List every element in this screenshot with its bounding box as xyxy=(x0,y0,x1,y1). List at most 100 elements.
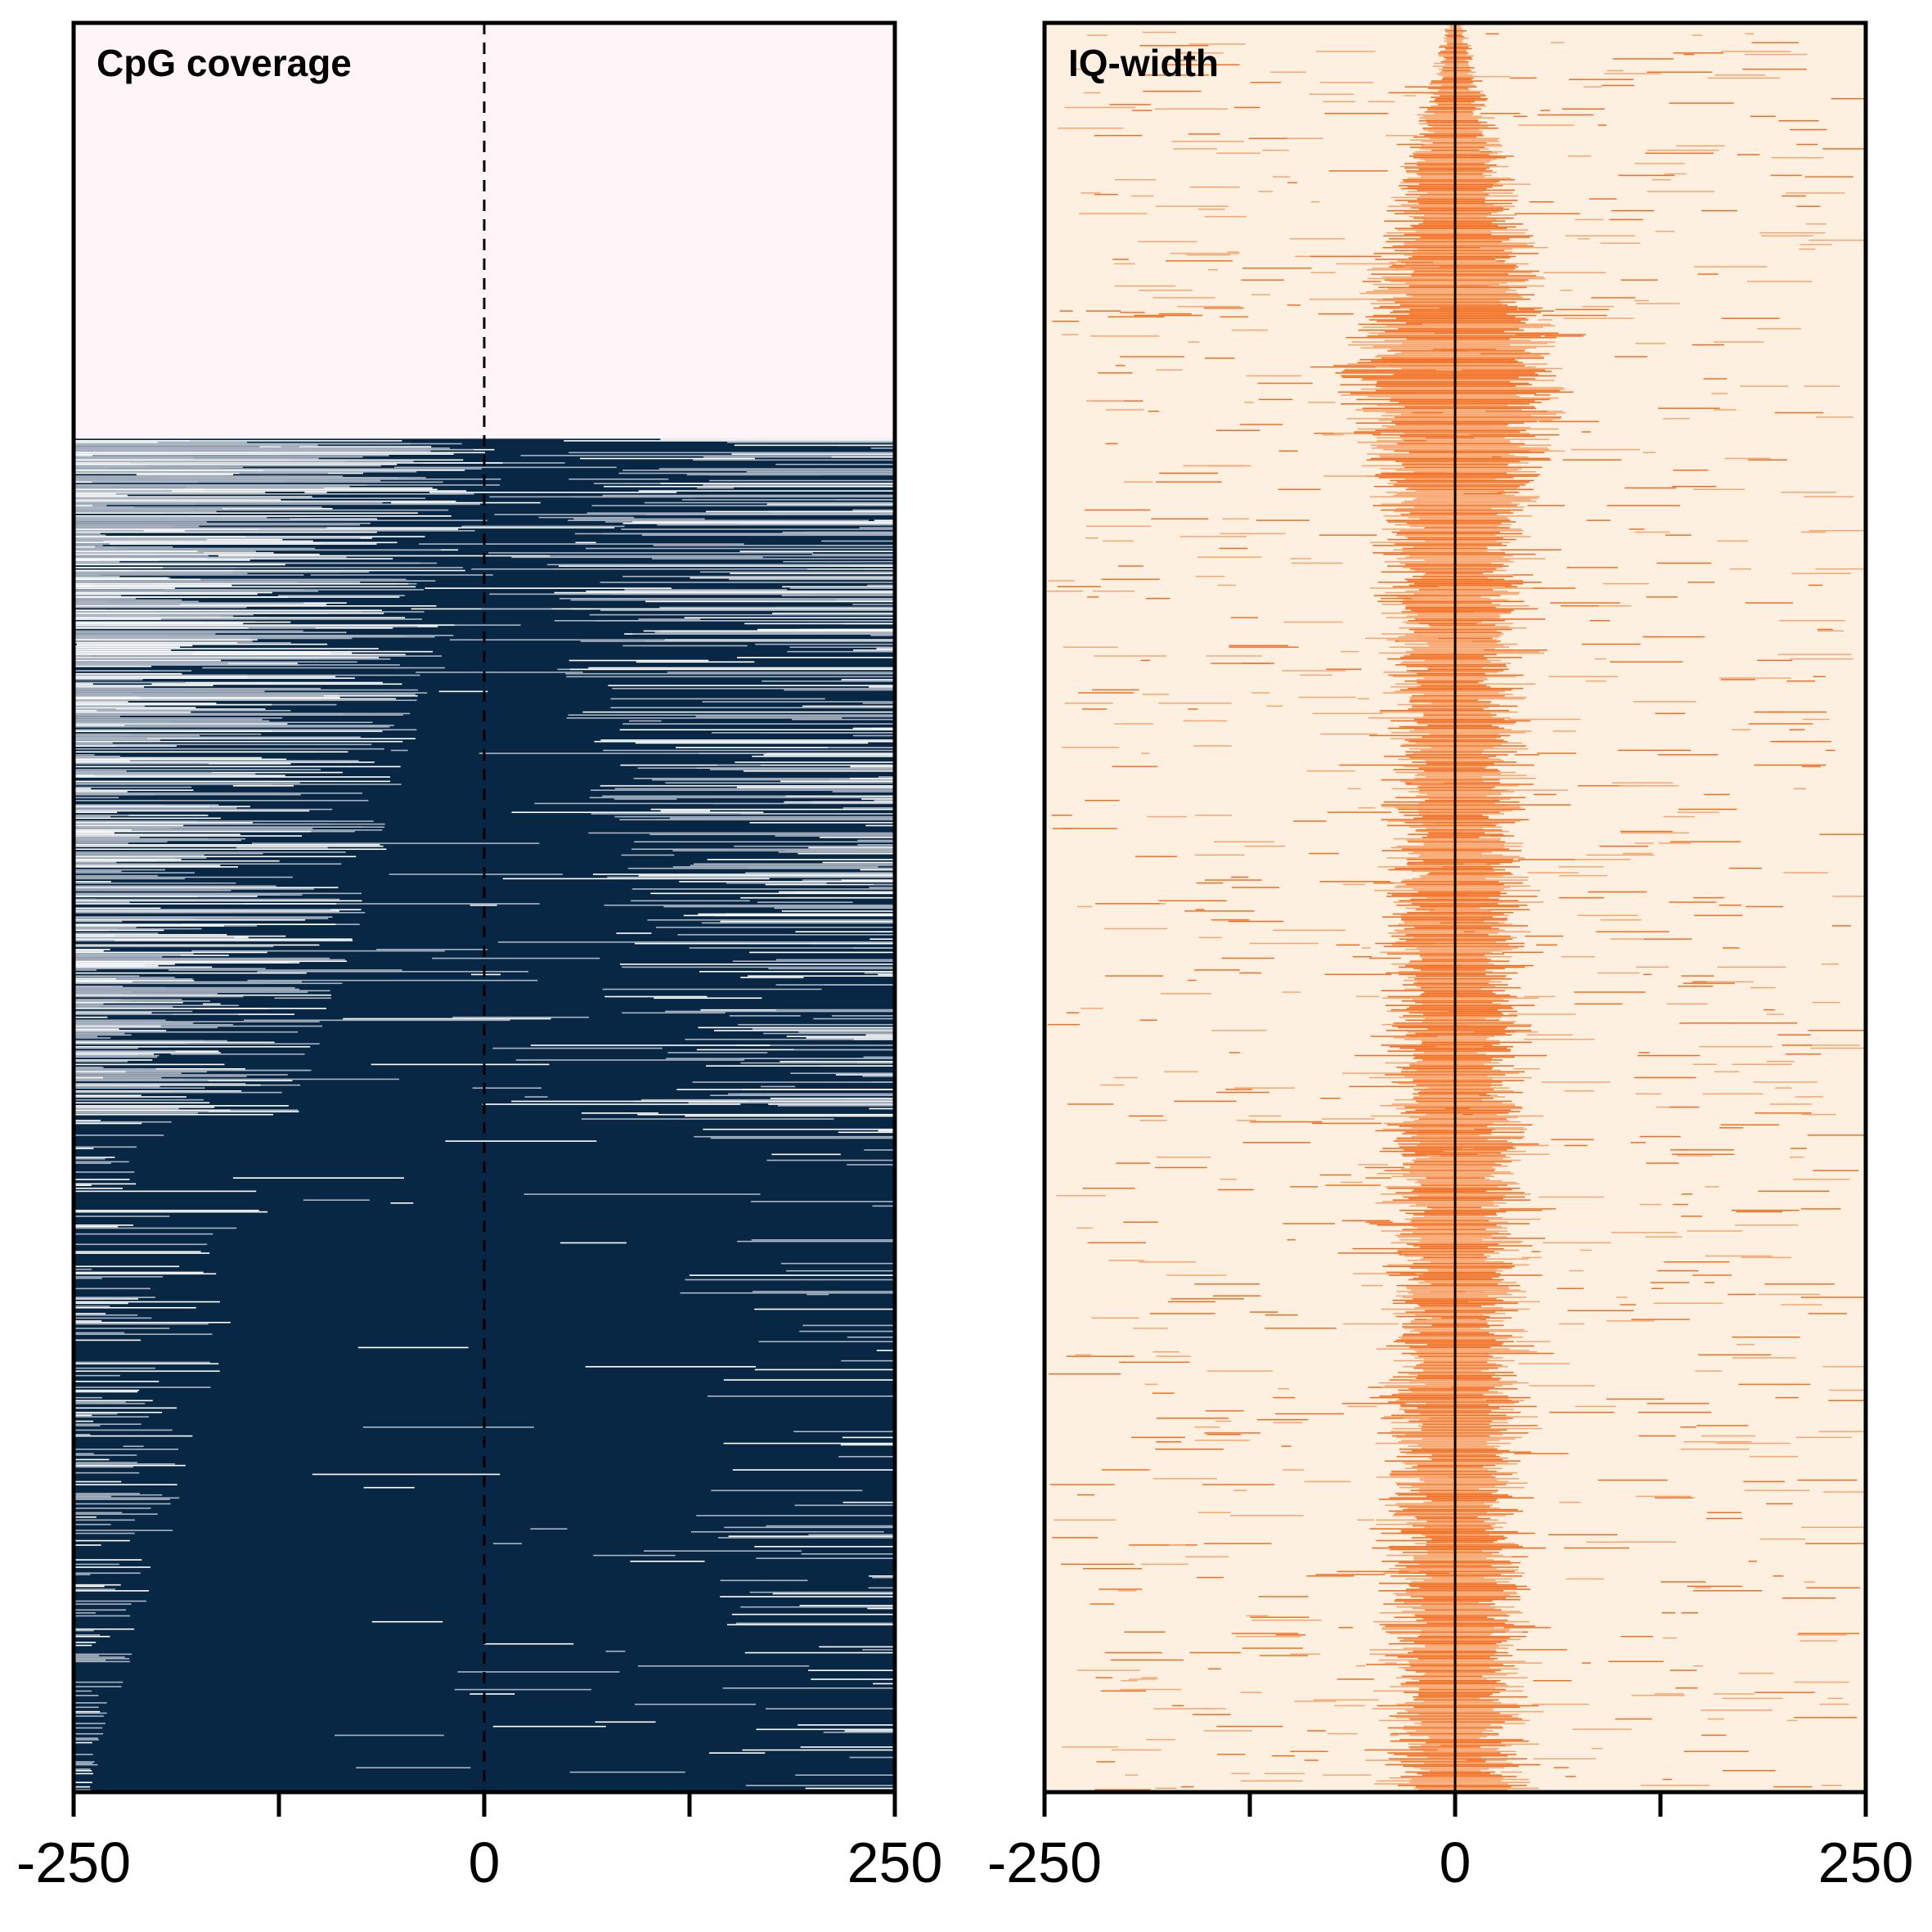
cpg-gap-segment xyxy=(74,962,300,964)
iq-center-segment xyxy=(1370,444,1552,447)
iq-title: IQ-width xyxy=(1068,42,1219,84)
cpg-gap-segment xyxy=(74,776,391,778)
cpg-gap-segment xyxy=(488,552,813,554)
iq-scatter-segment xyxy=(1356,995,1380,998)
iq-center-segment xyxy=(1429,83,1471,85)
cpg-gap-segment xyxy=(74,655,442,657)
cpg-gap-segment xyxy=(74,1028,119,1030)
cpg-gap-segment xyxy=(585,1366,757,1368)
iq-center-segment xyxy=(1404,536,1531,537)
cpg-gap-segment xyxy=(74,860,280,862)
cpg-gap-segment xyxy=(74,1642,97,1643)
iq-scatter-segment xyxy=(1085,525,1152,528)
iq-scatter-segment xyxy=(1204,1432,1260,1434)
iq-center-segment xyxy=(1401,1153,1491,1156)
iq-center-segment xyxy=(1410,512,1514,514)
iq-scatter-segment xyxy=(1599,845,1649,847)
iq-scatter-segment xyxy=(1101,578,1160,580)
cpg-gap-segment xyxy=(74,918,196,919)
cpg-gap-segment xyxy=(715,802,895,805)
cpg-gap-segment xyxy=(853,1038,895,1040)
iq-scatter-segment xyxy=(1627,1541,1677,1543)
iq-scatter-segment xyxy=(1321,1118,1375,1120)
cpg-gap-segment xyxy=(74,817,221,820)
iq-center-segment xyxy=(1396,1139,1488,1141)
cpg-gap-segment xyxy=(74,1111,209,1112)
iq-scatter-segment xyxy=(1142,31,1177,34)
cpg-gap-segment xyxy=(852,735,895,737)
cpg-gap-segment xyxy=(707,1395,895,1397)
iq-center-segment xyxy=(1416,1620,1508,1621)
iq-center-segment xyxy=(1417,773,1502,775)
iq-scatter-segment xyxy=(1603,582,1649,585)
cpg-gap-segment xyxy=(795,931,895,932)
iq-center-segment xyxy=(1395,1482,1528,1485)
cpg-gap-segment xyxy=(74,760,130,762)
iq-center-segment xyxy=(1407,580,1494,582)
cpg-gap-segment xyxy=(74,674,420,676)
iq-center-segment xyxy=(1404,1038,1487,1040)
iq-scatter-segment xyxy=(1094,134,1143,137)
iq-center-segment xyxy=(1414,866,1521,868)
cpg-gap-segment xyxy=(74,1706,99,1709)
cpg-gap-segment xyxy=(74,591,272,594)
cpg-gap-segment xyxy=(74,1516,97,1518)
cpg-gap-segment xyxy=(74,501,383,504)
cpg-gap-segment xyxy=(74,661,357,663)
cpg-gap-segment xyxy=(686,474,895,476)
iq-scatter-segment xyxy=(1808,584,1822,586)
cpg-gap-segment xyxy=(74,564,285,566)
cpg-gap-segment xyxy=(696,1515,895,1516)
cpg-gap-segment xyxy=(649,833,895,835)
iq-scatter-segment xyxy=(1076,1669,1140,1671)
iq-center-segment xyxy=(1370,1115,1544,1117)
iq-center-segment xyxy=(1416,672,1485,675)
cpg-gap-segment xyxy=(798,852,895,855)
iq-scatter-segment xyxy=(1456,434,1470,436)
iq-center-segment xyxy=(1398,627,1527,629)
cpg-gap-segment xyxy=(74,553,159,555)
iq-center-segment xyxy=(1418,1102,1503,1103)
iq-scatter-segment xyxy=(1324,112,1389,115)
cpg-gap-segment xyxy=(872,1576,895,1579)
cpg-gap-segment xyxy=(74,523,371,524)
iq-center-segment xyxy=(1419,994,1511,996)
iq-scatter-segment xyxy=(1620,1635,1653,1638)
iq-center-segment xyxy=(1379,306,1517,308)
iq-scatter-segment xyxy=(1678,1149,1687,1151)
iq-scatter-segment xyxy=(1152,297,1215,299)
cpg-gap-segment xyxy=(74,1363,219,1365)
iq-scatter-segment xyxy=(1320,733,1378,735)
cpg-gap-segment xyxy=(74,478,501,480)
cpg-gap-segment xyxy=(74,1391,138,1393)
iq-center-segment xyxy=(1422,145,1503,147)
iq-center-segment xyxy=(1414,1181,1516,1184)
cpg-gap-segment xyxy=(737,1240,895,1242)
iq-scatter-segment xyxy=(1617,749,1692,752)
cpg-gap-segment xyxy=(74,833,240,835)
iq-center-segment xyxy=(1400,562,1492,564)
iq-center-segment xyxy=(1373,290,1516,291)
iq-center-segment xyxy=(1385,1625,1535,1627)
iq-scatter-segment xyxy=(1256,519,1310,521)
iq-scatter-segment xyxy=(1581,431,1591,433)
cpg-gap-segment xyxy=(74,1585,105,1588)
cpg-gap-segment xyxy=(742,1749,895,1751)
iq-center-segment xyxy=(1419,1688,1506,1691)
cpg-gap-segment xyxy=(74,1710,101,1713)
iq-scatter-segment xyxy=(1584,86,1602,88)
cpg-gap-segment xyxy=(585,547,895,550)
cpg-gap-segment xyxy=(634,942,895,945)
iq-scatter-segment xyxy=(1559,1501,1581,1503)
iq-scatter-segment xyxy=(1639,1135,1681,1138)
cpg-gap-segment xyxy=(74,1157,106,1160)
iq-center-segment xyxy=(1369,1223,1530,1224)
iq-center-segment xyxy=(1398,808,1525,811)
cpg-gap-segment xyxy=(74,1629,94,1632)
cpg-gap-segment xyxy=(74,1739,99,1741)
iq-center-segment xyxy=(1397,1249,1519,1251)
iq-center-segment xyxy=(1367,475,1539,477)
iq-scatter-segment xyxy=(1534,793,1557,796)
iq-center-segment xyxy=(1410,1289,1521,1291)
iq-scatter-segment xyxy=(1723,947,1740,949)
